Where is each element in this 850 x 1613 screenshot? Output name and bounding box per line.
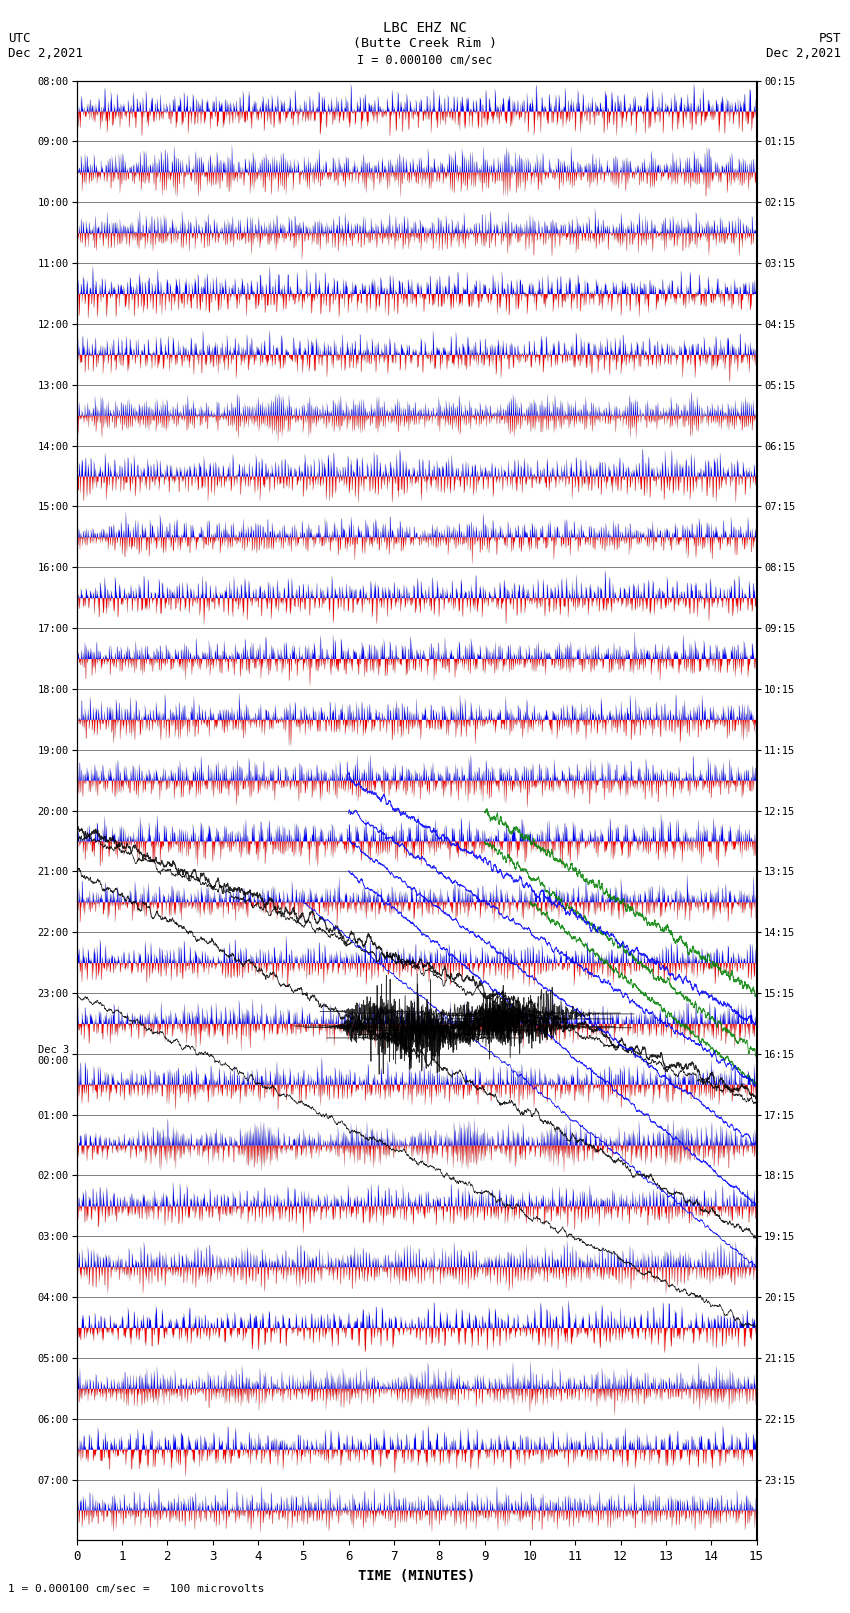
Text: 1 = 0.000100 cm/sec =   100 microvolts: 1 = 0.000100 cm/sec = 100 microvolts [8, 1584, 265, 1594]
Text: LBC EHZ NC: LBC EHZ NC [383, 21, 467, 35]
Text: Dec 2,2021: Dec 2,2021 [767, 47, 842, 60]
Text: UTC: UTC [8, 32, 31, 45]
Text: Dec 2,2021: Dec 2,2021 [8, 47, 83, 60]
Text: PST: PST [819, 32, 842, 45]
Text: I = 0.000100 cm/sec: I = 0.000100 cm/sec [357, 53, 493, 66]
Text: (Butte Creek Rim ): (Butte Creek Rim ) [353, 37, 497, 50]
X-axis label: TIME (MINUTES): TIME (MINUTES) [358, 1569, 475, 1582]
